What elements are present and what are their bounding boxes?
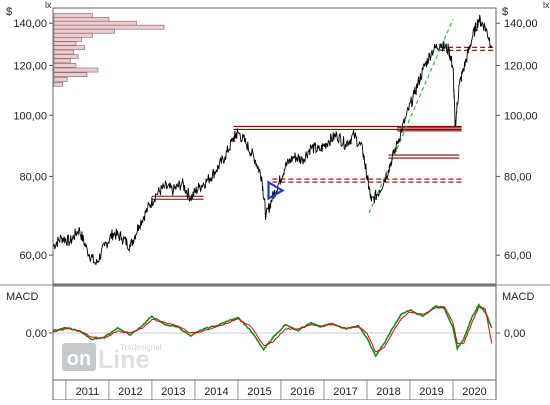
volume-profile-bar xyxy=(53,13,93,18)
macd-title-right: MACD xyxy=(502,291,534,303)
macd-signal-line xyxy=(53,306,493,353)
currency-label-right: $ xyxy=(502,6,508,18)
volume-profile-bar xyxy=(53,63,77,68)
price-series-line xyxy=(53,14,493,266)
year-tick-label: 2015 xyxy=(247,386,271,398)
watermark-tradesignal: Tradesignal xyxy=(120,343,162,352)
year-tick-label: 2016 xyxy=(290,386,314,398)
year-tick-label: 2012 xyxy=(118,386,142,398)
volume-profile-bar xyxy=(53,58,71,64)
main-plot-area xyxy=(53,13,494,266)
volume-profile-bar xyxy=(53,24,165,30)
year-tick-label: 2018 xyxy=(376,386,400,398)
watermark-line: Line xyxy=(98,346,149,374)
year-axis: 2011 2012 2013 2014 2015 2016 2017 2018 2019 2020 xyxy=(65,380,487,400)
year-tick-label: 2017 xyxy=(333,386,357,398)
macd-tick-label-left: 0,00 xyxy=(26,328,47,340)
price-tick-label-left: 140,00 xyxy=(13,18,47,30)
macd-plot-area xyxy=(53,302,496,358)
price-tick-label-left: 100,00 xyxy=(13,110,47,122)
price-tick-label-right: 120,00 xyxy=(504,60,538,72)
watermark-on: on xyxy=(67,348,91,370)
year-tick-label: 2013 xyxy=(161,386,185,398)
volume-profile-bar xyxy=(53,45,86,51)
price-tick-label-left: 120,00 xyxy=(13,60,47,72)
volume-profile-bar xyxy=(53,37,82,42)
macd-axis: 0,00 0,00 xyxy=(26,328,526,340)
volume-profile-bar xyxy=(53,41,77,46)
tradesignal-watermark: on Line Tradesignal xyxy=(62,343,162,374)
price-tick-label-right: 140,00 xyxy=(504,18,538,30)
price-tick-label-left: 60,00 xyxy=(19,250,47,262)
pattern-marker-triangle xyxy=(267,180,285,201)
volume-profile-bar xyxy=(53,72,88,77)
volume-profile-bar xyxy=(53,32,93,38)
currency-label-left: $ xyxy=(6,6,12,18)
volume-profile-bar xyxy=(53,67,99,73)
year-tick-label: 2020 xyxy=(462,386,486,398)
volume-profile-bar xyxy=(53,77,68,82)
volume-profile-bar xyxy=(53,20,137,26)
main-price-panel xyxy=(52,7,497,285)
year-tick-label: 2011 xyxy=(76,386,100,398)
volume-profile-bar xyxy=(53,17,110,22)
volume-profile-bar xyxy=(53,49,75,55)
volume-profile-bar xyxy=(53,82,64,87)
price-tick-label-right: 60,00 xyxy=(504,250,532,262)
year-tick-label: 2019 xyxy=(419,386,443,398)
volume-profile-bar xyxy=(53,54,79,59)
price-tick-label-right: 100,00 xyxy=(504,110,538,122)
price-tick-label-right: 80,00 xyxy=(504,171,532,183)
price-tick-label-left: 80,00 xyxy=(19,171,47,183)
corner-mark-left: lx xyxy=(45,0,52,10)
macd-tick-label-right: 0,00 xyxy=(504,328,525,340)
corner-mark-right: lx xyxy=(543,0,550,10)
year-tick-label: 2014 xyxy=(204,386,228,398)
volume-profile-bar xyxy=(53,28,115,34)
trend-channel-line xyxy=(368,19,454,214)
price-axis: 60,00 60,00 80,00 80,00 100,00 100,00 120,00 12… xyxy=(13,18,537,262)
macd-title-left: MACD xyxy=(6,291,38,303)
